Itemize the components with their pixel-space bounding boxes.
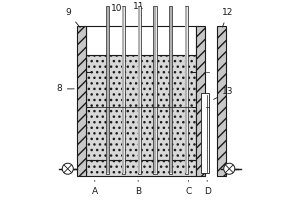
Bar xyxy=(86,26,196,55)
Text: A: A xyxy=(92,180,98,196)
Bar xyxy=(138,7,140,173)
Bar xyxy=(217,26,226,176)
Text: 9: 9 xyxy=(65,8,80,28)
Bar xyxy=(122,7,124,173)
Bar xyxy=(86,160,196,176)
Bar xyxy=(196,26,205,176)
Bar xyxy=(170,7,172,173)
Bar xyxy=(169,6,172,174)
Bar xyxy=(106,6,109,174)
Bar xyxy=(138,6,141,174)
Text: 11: 11 xyxy=(134,2,145,16)
Circle shape xyxy=(224,163,235,174)
Bar xyxy=(122,6,125,174)
Bar xyxy=(201,93,209,173)
Text: C: C xyxy=(185,180,192,196)
Text: 13: 13 xyxy=(214,87,234,99)
Text: 8: 8 xyxy=(56,84,74,93)
Bar xyxy=(106,7,109,173)
Bar xyxy=(153,6,157,174)
Bar xyxy=(77,26,86,176)
Text: D: D xyxy=(204,180,211,196)
Bar xyxy=(185,6,188,174)
Text: 10: 10 xyxy=(111,4,124,19)
Bar xyxy=(185,7,188,173)
Circle shape xyxy=(62,163,73,174)
Text: 12: 12 xyxy=(222,8,234,27)
Text: B: B xyxy=(135,180,141,196)
Bar xyxy=(154,7,156,173)
Bar xyxy=(86,55,196,160)
